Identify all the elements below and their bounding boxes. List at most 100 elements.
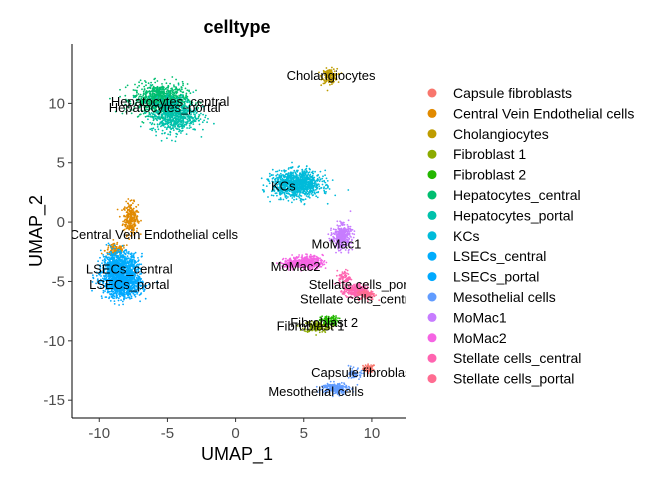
point (298, 193, 301, 196)
point (186, 118, 189, 121)
point (326, 89, 329, 92)
point (124, 253, 127, 255)
point (312, 325, 314, 328)
point (179, 117, 182, 119)
point (149, 87, 152, 90)
point (320, 187, 323, 189)
point (267, 196, 269, 198)
point (150, 81, 153, 84)
point (132, 292, 135, 295)
series-fibroblast-1 (296, 318, 335, 336)
point (325, 317, 328, 320)
point (176, 91, 179, 93)
point (156, 91, 159, 93)
point (323, 328, 326, 331)
point (169, 123, 172, 126)
point (305, 195, 308, 197)
point (124, 215, 127, 218)
point (330, 69, 333, 71)
point (119, 247, 122, 250)
point (177, 121, 179, 124)
point (108, 244, 111, 246)
point (132, 202, 134, 205)
point (104, 258, 106, 260)
point (157, 128, 160, 131)
point (132, 210, 135, 213)
point (164, 126, 166, 129)
point (325, 71, 327, 74)
point (336, 67, 339, 70)
point (213, 122, 215, 125)
point (119, 250, 122, 252)
point (119, 253, 121, 256)
point (311, 177, 314, 180)
point (332, 323, 335, 326)
point (132, 227, 135, 229)
point (125, 249, 128, 252)
series-central-vein-endothelial-cells (100, 198, 142, 258)
point (285, 195, 287, 197)
point (171, 76, 174, 78)
point (170, 87, 173, 90)
point (329, 71, 332, 74)
point (321, 315, 323, 318)
point (160, 121, 163, 124)
point (311, 320, 313, 323)
point (268, 180, 270, 183)
point (289, 195, 292, 198)
point (139, 125, 142, 128)
point (328, 188, 331, 190)
point (127, 252, 130, 255)
point (291, 197, 294, 199)
point (161, 129, 164, 132)
point (308, 177, 310, 179)
point (322, 319, 325, 322)
point (339, 321, 341, 324)
point (152, 85, 155, 88)
point (306, 331, 309, 333)
point (315, 183, 317, 186)
point (192, 123, 195, 125)
point (321, 177, 324, 180)
point (133, 252, 136, 255)
point (125, 257, 128, 260)
point (276, 173, 279, 176)
point (326, 320, 329, 322)
point (285, 197, 288, 200)
point (278, 198, 280, 201)
point (140, 219, 142, 222)
point (287, 196, 289, 198)
point (198, 119, 201, 122)
point (317, 328, 320, 331)
point (123, 206, 126, 209)
point (109, 250, 112, 253)
point (313, 182, 316, 185)
point (167, 133, 170, 136)
point (139, 79, 142, 82)
point (116, 250, 118, 253)
point (314, 170, 316, 173)
point (297, 188, 299, 191)
point (304, 198, 307, 201)
point (324, 192, 327, 195)
point (308, 191, 311, 194)
point (206, 121, 209, 124)
point (317, 191, 320, 193)
point (132, 212, 135, 215)
point (301, 186, 304, 189)
point (151, 127, 153, 130)
point (320, 78, 323, 81)
point (113, 255, 116, 257)
point (107, 258, 110, 261)
point (310, 193, 313, 195)
point (313, 322, 316, 325)
point (173, 84, 175, 86)
point (365, 367, 368, 370)
point (327, 76, 330, 78)
point (130, 204, 133, 206)
point (316, 186, 319, 189)
point (334, 322, 336, 325)
point (316, 184, 319, 187)
point (185, 133, 188, 136)
point (162, 86, 165, 89)
